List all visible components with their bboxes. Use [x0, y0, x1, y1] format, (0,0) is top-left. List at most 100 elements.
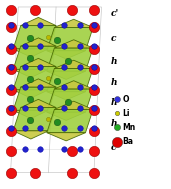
Point: [62, 65, 65, 68]
Polygon shape: [21, 99, 56, 108]
Polygon shape: [47, 51, 86, 59]
Text: h: h: [111, 78, 117, 87]
Point: [9, 88, 12, 91]
Polygon shape: [13, 108, 56, 131]
Point: [56, 80, 58, 83]
Polygon shape: [47, 92, 86, 100]
Text: Li: Li: [122, 109, 130, 118]
Point: [39, 86, 41, 89]
Point: [24, 126, 26, 129]
Point: [79, 126, 82, 129]
Point: [79, 65, 82, 68]
Point: [9, 68, 12, 71]
Polygon shape: [21, 38, 56, 46]
Point: [62, 147, 65, 150]
Polygon shape: [13, 87, 56, 110]
Point: [79, 106, 82, 109]
Text: c: c: [111, 143, 116, 152]
Point: [56, 121, 58, 124]
Polygon shape: [47, 48, 93, 71]
Text: c': c': [111, 9, 119, 18]
Point: [29, 57, 31, 60]
Point: [56, 39, 58, 42]
Point: [46, 35, 49, 38]
Point: [24, 23, 26, 26]
Point: [9, 129, 12, 132]
Point: [34, 8, 36, 11]
Text: h: h: [111, 98, 117, 107]
Text: h: h: [111, 57, 117, 66]
Point: [93, 8, 95, 11]
Point: [71, 171, 73, 174]
Point: [62, 106, 65, 109]
Point: [93, 109, 95, 112]
Polygon shape: [54, 19, 93, 27]
Polygon shape: [54, 101, 93, 109]
Polygon shape: [13, 90, 49, 98]
Point: [93, 86, 95, 89]
Point: [39, 147, 41, 150]
Point: [67, 100, 69, 103]
Text: Ba: Ba: [122, 137, 134, 146]
Point: [29, 118, 31, 121]
Point: [24, 65, 26, 68]
Point: [93, 47, 95, 50]
Point: [9, 65, 12, 68]
Point: [29, 77, 31, 80]
Point: [24, 106, 26, 109]
Polygon shape: [21, 17, 56, 26]
Polygon shape: [13, 110, 49, 119]
Text: c: c: [111, 34, 116, 43]
Point: [29, 36, 31, 39]
Point: [93, 126, 95, 129]
Polygon shape: [13, 131, 49, 139]
Point: [46, 76, 49, 79]
Point: [93, 150, 95, 153]
Point: [93, 26, 95, 29]
Polygon shape: [47, 133, 86, 141]
Point: [62, 126, 65, 129]
Polygon shape: [47, 68, 93, 92]
Point: [9, 109, 12, 112]
Point: [79, 147, 82, 150]
Point: [62, 86, 65, 89]
Polygon shape: [13, 69, 49, 77]
Polygon shape: [54, 81, 93, 89]
Point: [62, 45, 65, 48]
Point: [39, 23, 41, 26]
Point: [67, 60, 69, 63]
Point: [71, 8, 73, 11]
Point: [24, 147, 26, 150]
Point: [9, 150, 12, 153]
Point: [34, 171, 36, 174]
Point: [115, 112, 118, 115]
Point: [62, 23, 65, 26]
Point: [79, 45, 82, 48]
Polygon shape: [54, 60, 93, 68]
Point: [9, 106, 12, 109]
Point: [93, 68, 95, 71]
Point: [93, 171, 95, 174]
Point: [93, 88, 95, 91]
Point: [115, 125, 118, 129]
Point: [93, 23, 95, 26]
Point: [39, 45, 41, 48]
Point: [9, 126, 12, 129]
Point: [9, 8, 12, 11]
Point: [115, 140, 118, 143]
Point: [9, 26, 12, 29]
Polygon shape: [21, 58, 56, 67]
Polygon shape: [21, 79, 56, 87]
Point: [93, 106, 95, 109]
Point: [115, 98, 118, 101]
Point: [93, 129, 95, 132]
Point: [93, 45, 95, 48]
Point: [79, 86, 82, 89]
Point: [39, 106, 41, 109]
Point: [24, 86, 26, 89]
Polygon shape: [47, 71, 86, 79]
Point: [9, 86, 12, 89]
Point: [9, 45, 12, 48]
Polygon shape: [13, 26, 56, 49]
Text: O: O: [122, 95, 129, 104]
